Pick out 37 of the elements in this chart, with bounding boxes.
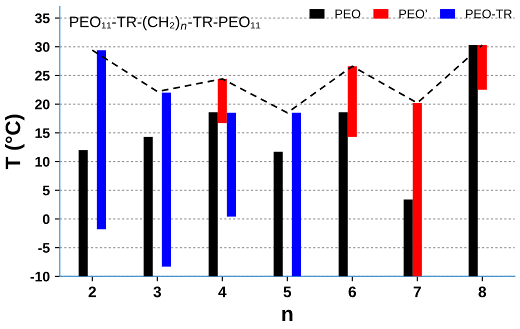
- bar: [162, 92, 171, 267]
- bar: [348, 66, 357, 137]
- x-axis-title: n: [282, 310, 292, 321]
- bar: [274, 152, 283, 276]
- y-tick-label: 30: [34, 42, 50, 52]
- x-tick-label: 6: [348, 286, 356, 298]
- bar: [208, 112, 218, 276]
- bar: [226, 112, 236, 217]
- x-tick-label: 3: [153, 286, 161, 298]
- y-tick-label: -5: [38, 243, 50, 253]
- y-tick-label: -10: [30, 272, 50, 282]
- x-tick-label: 7: [414, 286, 421, 298]
- x-tick-label: 4: [218, 286, 226, 298]
- x-tick-label: 8: [478, 286, 486, 298]
- bar: [478, 45, 487, 90]
- bar: [78, 150, 88, 276]
- bar: [144, 136, 153, 276]
- annotation: PEO₁₁-TR-(CH₂)$_{n}$-TR-PEO₁₁: [70, 16, 260, 30]
- y-tick-label: 25: [35, 70, 50, 81]
- bar: [412, 103, 422, 276]
- y-tick-label: 5: [42, 186, 50, 196]
- y-tick-label: 20: [35, 99, 50, 110]
- bar: [404, 199, 413, 276]
- y-tick-label: 10: [36, 156, 50, 167]
- bar: [292, 112, 301, 276]
- y-tick-label: 35: [34, 13, 50, 24]
- bar: [338, 112, 348, 276]
- legend-label: PEO’: [399, 9, 427, 18]
- x-tick-label: 2: [88, 286, 96, 298]
- y-tick-label: 15: [36, 128, 50, 138]
- bar: [96, 50, 106, 230]
- legend-label: PEO-TR: [466, 9, 512, 18]
- y-tick-label: 0: [42, 214, 50, 224]
- x-tick-label: 5: [284, 286, 292, 298]
- bar: [218, 78, 227, 124]
- legend-label: PEO: [336, 9, 360, 18]
- y-axis-title: T (°C): [5, 114, 24, 170]
